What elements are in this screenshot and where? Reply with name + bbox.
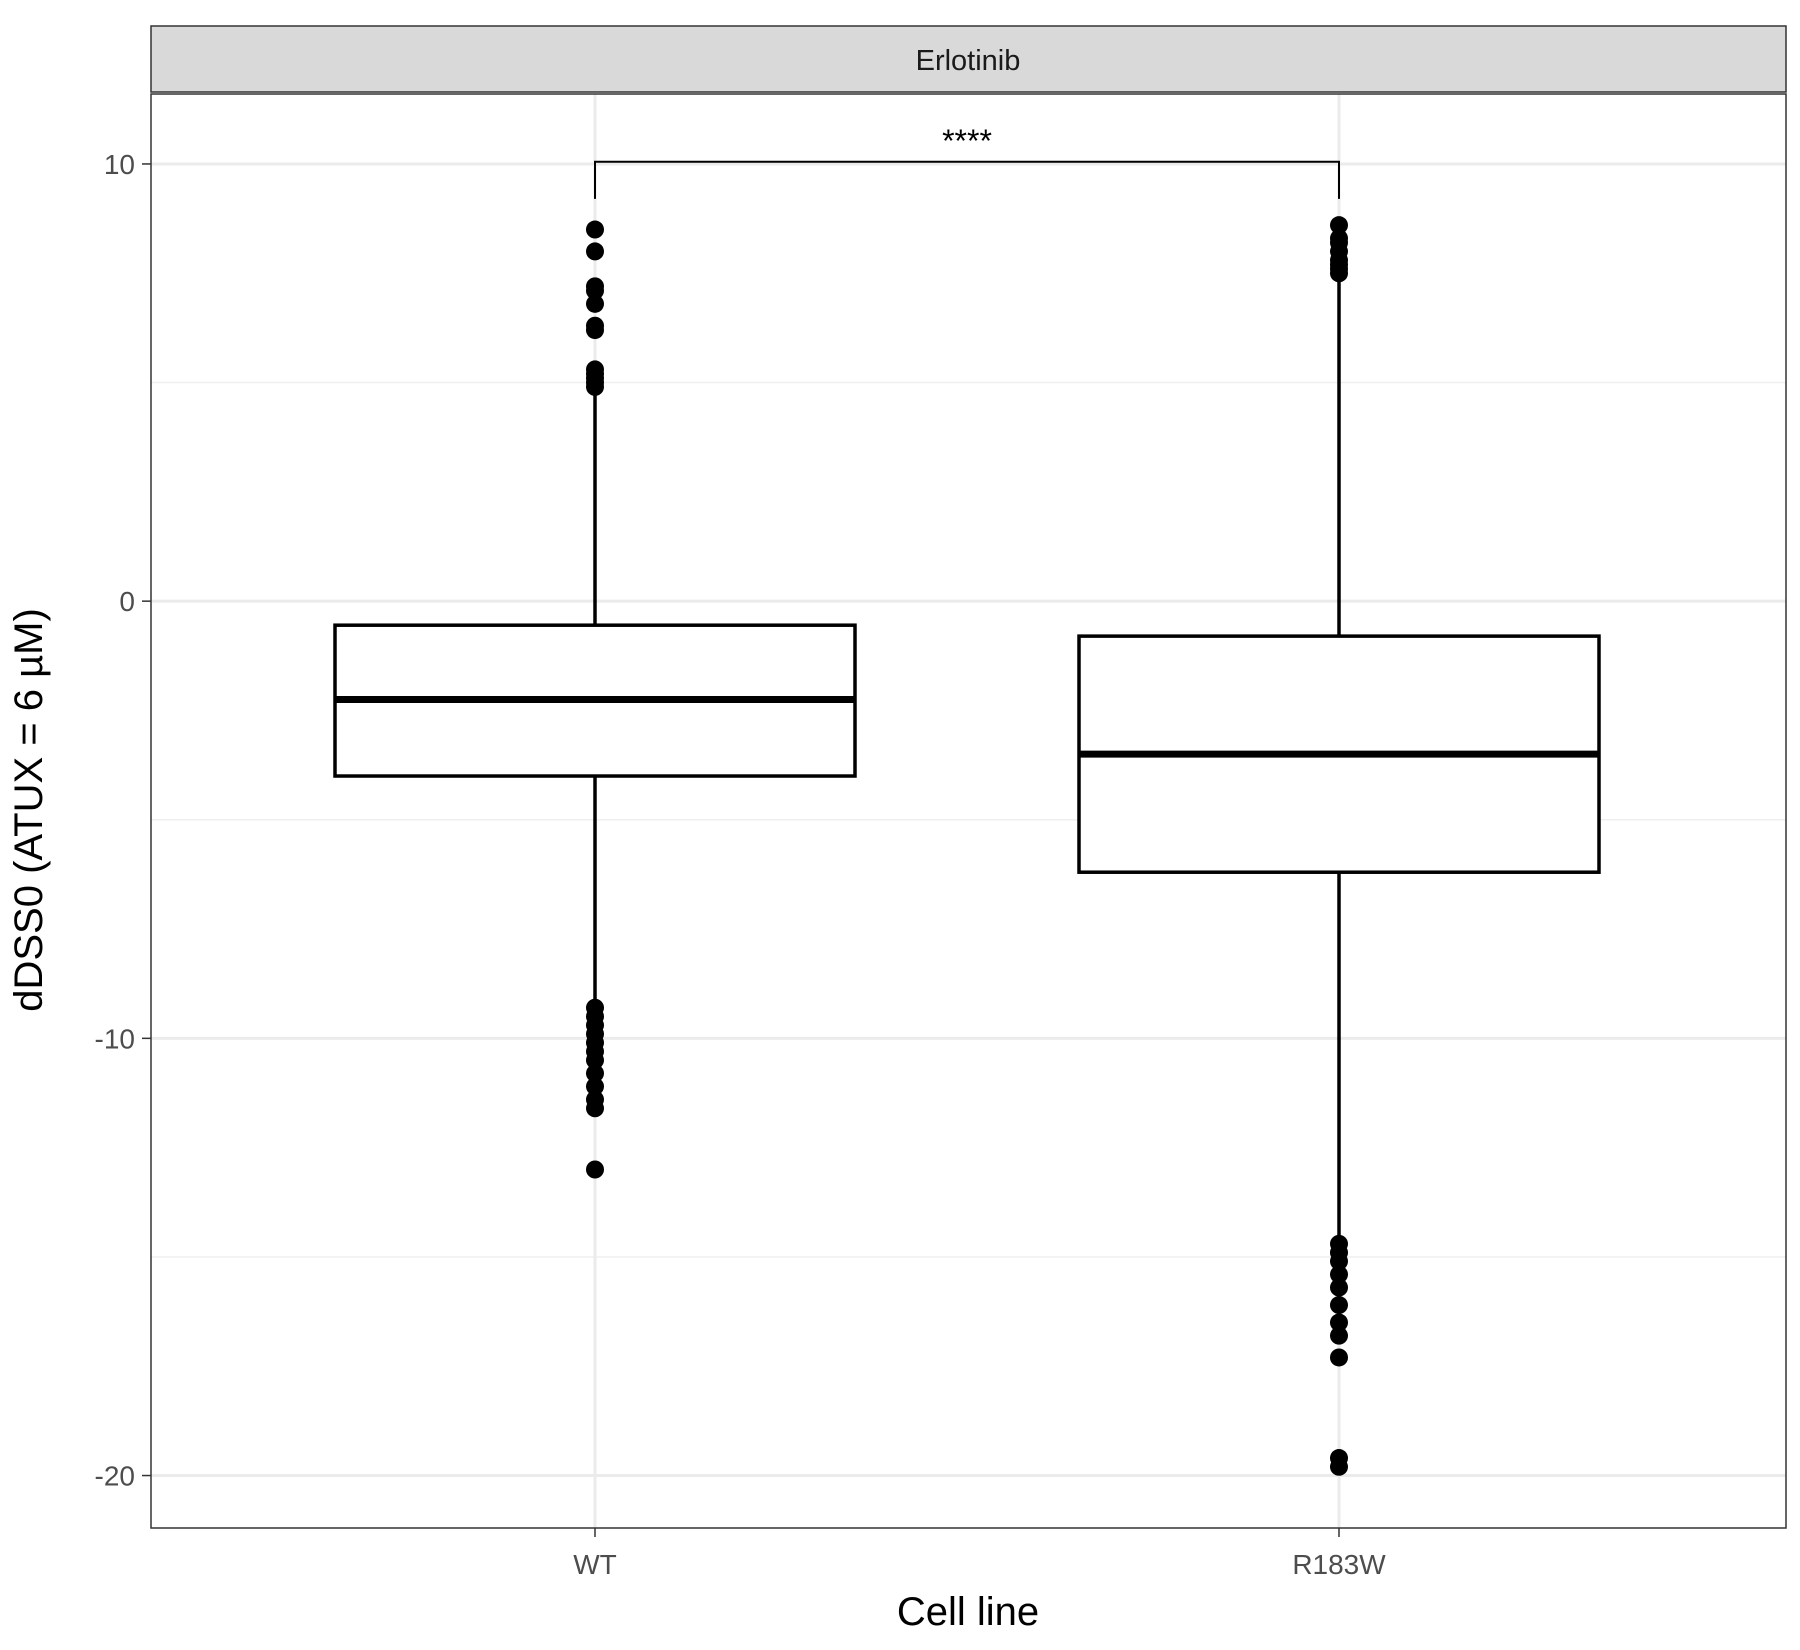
significance-bracket-line — [594, 160, 1340, 199]
x-tick-label: R183W — [1292, 1549, 1386, 1580]
y-axis: -20 -10 0 10 — [95, 149, 151, 1492]
outlier-point — [586, 377, 604, 396]
box-wt — [333, 220, 857, 1179]
outlier-point — [586, 1099, 604, 1118]
outlier-point — [586, 1077, 604, 1096]
panel-border — [150, 93, 1787, 1529]
outlier-point — [1330, 216, 1348, 235]
box-r183w — [1077, 216, 1601, 1476]
outlier-point — [586, 294, 604, 313]
outlier-point — [1330, 1313, 1348, 1332]
y-tick-label: 0 — [119, 586, 135, 617]
outlier-point — [586, 281, 604, 300]
outlier-point — [586, 242, 604, 261]
outlier-point — [586, 1051, 604, 1070]
outlier-point — [1330, 1326, 1348, 1345]
boxes — [333, 216, 1601, 1476]
outlier-point — [586, 220, 604, 239]
outlier-point — [586, 321, 604, 340]
x-axis: WT R183W — [573, 1528, 1386, 1580]
outlier-point — [1330, 1348, 1348, 1367]
facet-strip — [150, 25, 1787, 93]
y-tick-label: -10 — [95, 1023, 135, 1054]
outlier-point — [1330, 1252, 1348, 1271]
y-tick-label: -20 — [95, 1461, 135, 1492]
facet-strip-label: Erlotinib — [916, 45, 1021, 77]
outlier-point — [586, 1160, 604, 1179]
outlier-point — [1330, 1457, 1348, 1476]
significance-bracket: **** — [594, 123, 1340, 199]
outlier-point — [1330, 1296, 1348, 1315]
outlier-point — [1330, 1265, 1348, 1284]
x-axis-title: Cell line — [897, 1590, 1039, 1634]
outlier-point — [1330, 1278, 1348, 1297]
x-tick-label: WT — [573, 1549, 617, 1580]
y-tick-label: 10 — [104, 149, 135, 180]
outlier-point — [1330, 264, 1348, 283]
outlier-point — [586, 1064, 604, 1083]
y-axis-title: dDSS0 (ATUX = 6 µM) — [7, 608, 51, 1012]
significance-label: **** — [942, 123, 992, 159]
